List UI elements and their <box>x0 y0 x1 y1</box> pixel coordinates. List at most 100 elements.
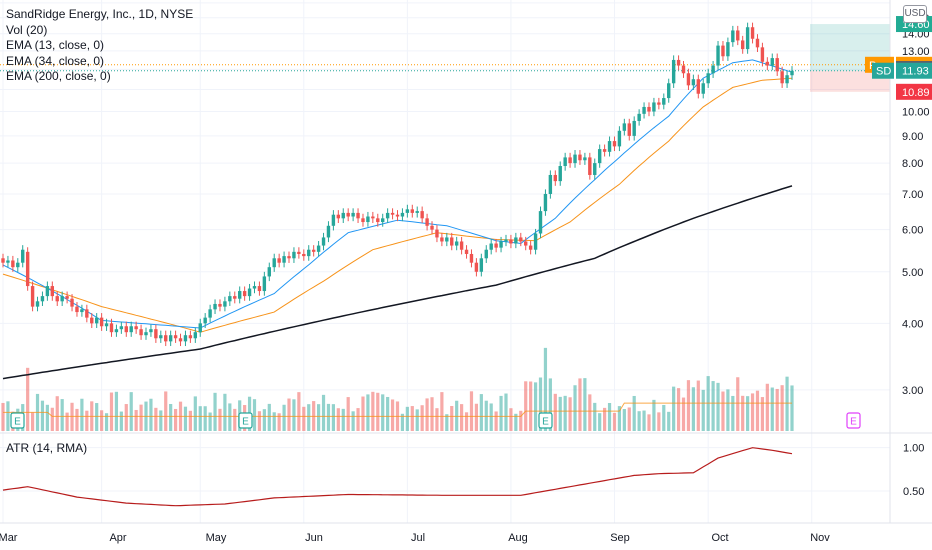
candle <box>297 251 301 254</box>
volume-bar <box>509 408 513 431</box>
volume-bar <box>183 406 188 431</box>
volume-bar <box>173 408 178 431</box>
candle <box>11 260 15 268</box>
volume-bar <box>499 395 503 431</box>
candle <box>671 59 676 84</box>
volume-bar <box>400 413 405 431</box>
volume-bar <box>460 404 464 431</box>
candle <box>85 309 89 318</box>
volume-bar <box>755 390 760 431</box>
volume-bar <box>588 394 592 431</box>
candle <box>662 98 666 105</box>
candle <box>257 286 262 292</box>
chart-legend: SandRidge Energy, Inc., 1D, NYSE Vol (20… <box>6 7 193 85</box>
volume-bar <box>371 391 375 431</box>
volume-bar <box>124 404 128 431</box>
volume-bar <box>731 395 735 431</box>
volume-bar <box>583 378 587 431</box>
candle <box>538 211 543 234</box>
volume-bar <box>484 400 488 431</box>
price-label-close <box>896 62 932 79</box>
volume-bar <box>558 396 562 431</box>
candle <box>637 113 641 121</box>
volume-bar <box>188 410 192 431</box>
legend-ema34: EMA (34, close, 0) <box>6 53 105 68</box>
volume-bar <box>548 378 552 431</box>
candle <box>652 102 656 112</box>
candle <box>277 258 281 263</box>
candle <box>114 329 119 333</box>
volume-bar <box>676 388 681 431</box>
volume-bar <box>543 347 548 431</box>
candle <box>21 249 25 263</box>
candle <box>336 214 341 219</box>
candle <box>218 303 222 307</box>
candle <box>395 214 400 217</box>
candle <box>6 260 10 263</box>
candle <box>164 335 168 342</box>
candle <box>494 243 498 248</box>
volume-bar <box>607 403 612 431</box>
candle <box>711 65 715 74</box>
candle <box>410 209 414 213</box>
candle <box>272 258 276 268</box>
x-tick-label: Aug <box>508 532 528 544</box>
volume-bar <box>40 400 45 431</box>
volume-bar <box>672 386 676 431</box>
volume-bar <box>538 377 543 431</box>
earnings-marker-label: E <box>850 417 857 428</box>
currency-button[interactable]: USD <box>903 5 927 23</box>
volume-bar <box>617 406 622 431</box>
candle <box>346 212 350 217</box>
volume-bar <box>218 408 222 431</box>
candle <box>573 154 577 164</box>
candle <box>302 253 306 257</box>
candle <box>238 291 242 299</box>
volume-bar <box>321 394 326 431</box>
volume-bar <box>390 399 395 431</box>
candle <box>134 326 138 330</box>
x-tick-label: Jul <box>411 532 425 544</box>
y-tick-label: 7.00 <box>902 189 923 201</box>
x-tick-label: Nov <box>810 532 830 544</box>
candle <box>632 120 636 136</box>
y-tick-label: 5.00 <box>902 267 923 279</box>
volume-bar <box>746 396 750 431</box>
candle <box>676 59 681 66</box>
legend-ema200: EMA (200, close, 0) <box>6 69 111 83</box>
volume-bar <box>405 406 409 431</box>
earnings-marker-label: E <box>14 417 21 428</box>
volume-bar <box>361 396 365 431</box>
volume-bar <box>169 404 173 431</box>
candle <box>144 332 148 336</box>
y-tick-label: 3.00 <box>902 385 923 397</box>
volume-bar <box>65 412 69 431</box>
volume-bar <box>257 411 262 431</box>
price-label-stop <box>896 83 932 100</box>
volume-bar <box>381 394 385 431</box>
candle <box>504 239 508 242</box>
candle <box>99 317 104 327</box>
candles <box>1 22 794 347</box>
candle <box>568 157 572 164</box>
candle <box>233 296 237 299</box>
candle <box>553 174 557 182</box>
candle <box>119 326 124 330</box>
volume-bar <box>341 408 345 431</box>
volume-bar <box>203 406 207 431</box>
volume-bar <box>701 389 705 431</box>
candle <box>750 27 755 39</box>
volume-bar <box>60 399 64 431</box>
candle <box>454 241 459 246</box>
volume-bar <box>104 413 109 431</box>
volume-bar <box>691 387 695 431</box>
volume-bar <box>75 408 79 431</box>
volume-bar <box>129 392 133 431</box>
candle <box>30 286 35 307</box>
candle <box>647 106 651 112</box>
candle <box>415 211 419 213</box>
candle <box>726 42 730 57</box>
candle <box>178 338 183 342</box>
volume-bar <box>1 402 5 431</box>
